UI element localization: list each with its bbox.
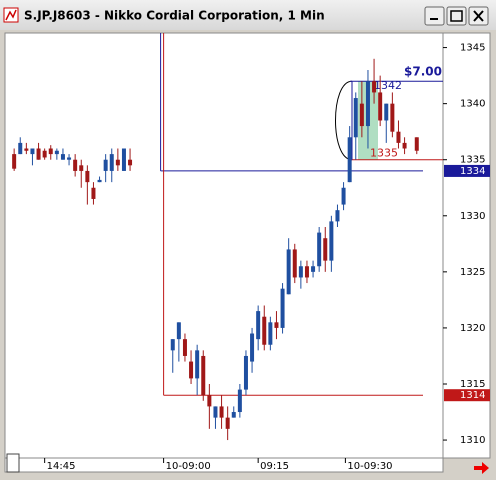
candle-body (201, 355, 206, 396)
candle-body (390, 103, 395, 132)
candle-body (298, 266, 303, 278)
y-tick-label: 1315 (460, 379, 485, 390)
candle-body (30, 148, 35, 155)
candle-body (67, 157, 72, 160)
maximize-button[interactable] (446, 6, 467, 26)
app-icon-glyph (5, 9, 17, 21)
candle-body (347, 137, 352, 183)
candle-body (323, 238, 328, 261)
candle-body (213, 406, 218, 418)
trade-low-label: 1335 (370, 147, 398, 160)
candle-body (24, 148, 29, 151)
candle-body (195, 350, 200, 379)
candle-body (36, 148, 41, 160)
candle-body (341, 187, 346, 205)
candle-body (207, 395, 212, 407)
candle-body (176, 322, 181, 340)
window-title: S.JP.J8603 - Nikko Cordial Corporation, … (24, 9, 325, 23)
maximize-glyph (450, 10, 463, 22)
chart: 1310 1315 1320 1325 1330 1335 1340 1345 14:45 10-… (12, 33, 490, 472)
candle-body (280, 288, 285, 328)
candle-body (231, 412, 236, 418)
x-tick-label: 10-09:00 (166, 461, 211, 472)
y-tick-label: 1335 (460, 155, 485, 166)
candle-body (91, 187, 96, 199)
y-tick-label: 1340 (460, 99, 485, 110)
scroll-right-arrow[interactable] (474, 462, 489, 474)
candle-body (121, 148, 126, 171)
level-label: 1334 (460, 166, 485, 177)
candle-body (103, 159, 108, 171)
x-tick-label: 10-09:30 (347, 461, 392, 472)
candle-body (262, 316, 267, 345)
candle-body (286, 249, 291, 295)
y-tick-label: 1310 (460, 435, 485, 446)
candle-body (219, 406, 224, 418)
candle-body (97, 179, 102, 183)
trade-high-label: 1342 (374, 79, 402, 92)
price-axis (442, 32, 491, 459)
candle-body (335, 210, 340, 222)
y-tick-label: 1320 (460, 323, 485, 334)
candle-body (79, 165, 84, 171)
candle-body (48, 148, 53, 155)
candle-body (54, 150, 59, 155)
candle-body (384, 103, 389, 121)
candle-body (250, 333, 255, 362)
candle-body (85, 170, 90, 183)
candle-body (225, 417, 230, 429)
candle-body (115, 159, 120, 166)
level-label: 1314 (460, 390, 485, 401)
candle-body (414, 137, 419, 151)
candle-body (359, 103, 364, 127)
candle-body (353, 98, 358, 138)
candle-body (317, 232, 322, 267)
candle-body (268, 322, 273, 345)
candle-body (304, 266, 309, 278)
candle-body (396, 131, 401, 143)
candle-body (189, 361, 194, 379)
candle-body (292, 249, 297, 278)
level-box (444, 389, 490, 402)
candle-body (311, 266, 316, 272)
scroll-box[interactable] (6, 453, 20, 473)
candle-body (109, 154, 114, 171)
candle-body (18, 142, 23, 155)
title-bar (0, 0, 496, 30)
candle-body (237, 389, 242, 413)
y-tick-label: 1325 (460, 267, 485, 278)
candle-body (182, 339, 187, 356)
candle-body (402, 142, 407, 149)
candle-body (329, 221, 334, 261)
candle-body (73, 159, 78, 171)
candle-body (256, 311, 261, 340)
candle-body (42, 150, 47, 158)
x-tick-label: 09:15 (260, 461, 289, 472)
candle-body (365, 81, 370, 127)
trade-bracket (335, 80, 353, 161)
candle-body (12, 154, 17, 169)
close-glyph (473, 10, 484, 22)
y-tick-label: 1330 (460, 211, 485, 222)
y-tick-label: 1345 (460, 43, 485, 54)
candle-body (60, 154, 65, 160)
minimize-button[interactable] (424, 6, 445, 26)
candle-body (274, 322, 279, 328)
level-box (444, 164, 490, 177)
x-tick-label: 14:45 (47, 461, 76, 472)
candle-body (128, 159, 133, 166)
time-axis (4, 457, 444, 473)
candle-body (378, 92, 383, 121)
window-buttons (424, 6, 489, 26)
candle-body (372, 81, 377, 93)
trade-difference: $7.00 (404, 65, 442, 79)
candle-body (170, 339, 175, 351)
candle-body (243, 355, 248, 390)
